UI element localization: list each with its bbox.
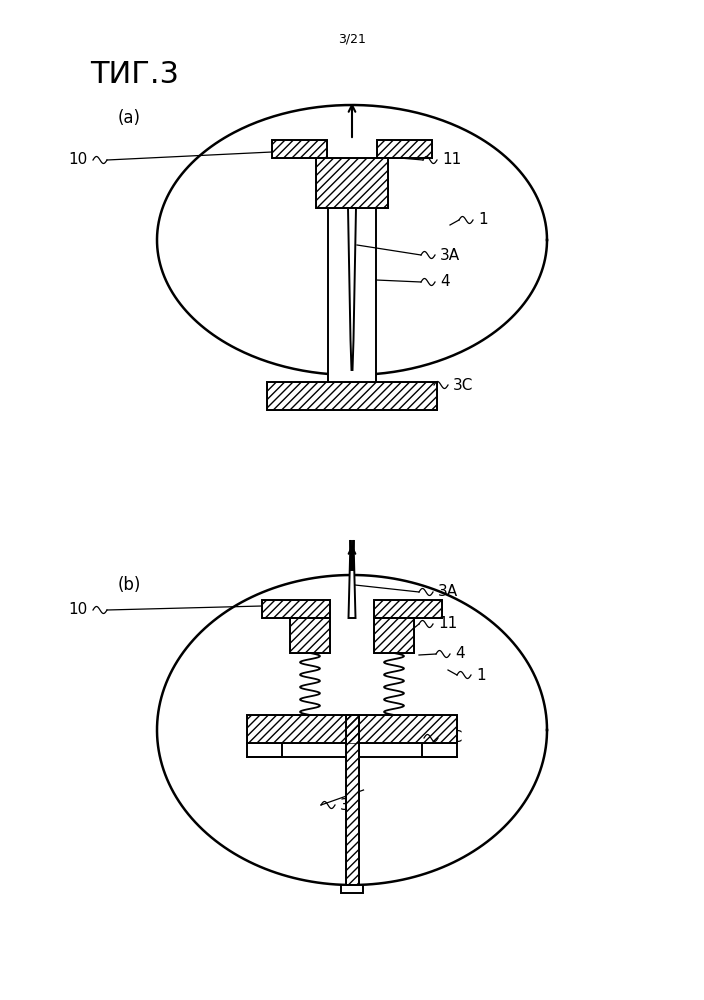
Text: ΤИГ.3: ΤИГ.3 (90, 60, 179, 89)
Polygon shape (341, 885, 363, 893)
Text: (b): (b) (118, 576, 142, 594)
Text: 3C: 3C (443, 730, 463, 746)
Polygon shape (348, 540, 356, 618)
Text: 3A: 3A (440, 247, 460, 262)
Polygon shape (328, 208, 376, 382)
Text: (a): (a) (118, 109, 141, 127)
Polygon shape (346, 715, 358, 885)
Text: 1: 1 (476, 668, 486, 682)
Polygon shape (374, 618, 414, 653)
Polygon shape (316, 158, 388, 208)
Text: 3A: 3A (438, 584, 458, 599)
Text: 4: 4 (455, 647, 465, 662)
Text: 3B: 3B (340, 798, 360, 812)
Text: 3/21: 3/21 (338, 32, 366, 45)
Polygon shape (377, 140, 432, 158)
Text: 1: 1 (478, 213, 488, 228)
Text: 10: 10 (69, 602, 88, 617)
Polygon shape (267, 382, 437, 410)
Polygon shape (422, 743, 457, 757)
Text: 11: 11 (442, 152, 461, 167)
Polygon shape (374, 600, 442, 618)
Text: 10: 10 (69, 152, 88, 167)
Text: 3C: 3C (453, 377, 473, 392)
Polygon shape (262, 600, 330, 618)
Polygon shape (247, 743, 282, 757)
Polygon shape (290, 618, 330, 653)
Polygon shape (272, 140, 327, 158)
Polygon shape (348, 208, 356, 370)
Polygon shape (247, 715, 457, 743)
Text: 4: 4 (440, 274, 450, 290)
Text: 11: 11 (438, 616, 458, 632)
